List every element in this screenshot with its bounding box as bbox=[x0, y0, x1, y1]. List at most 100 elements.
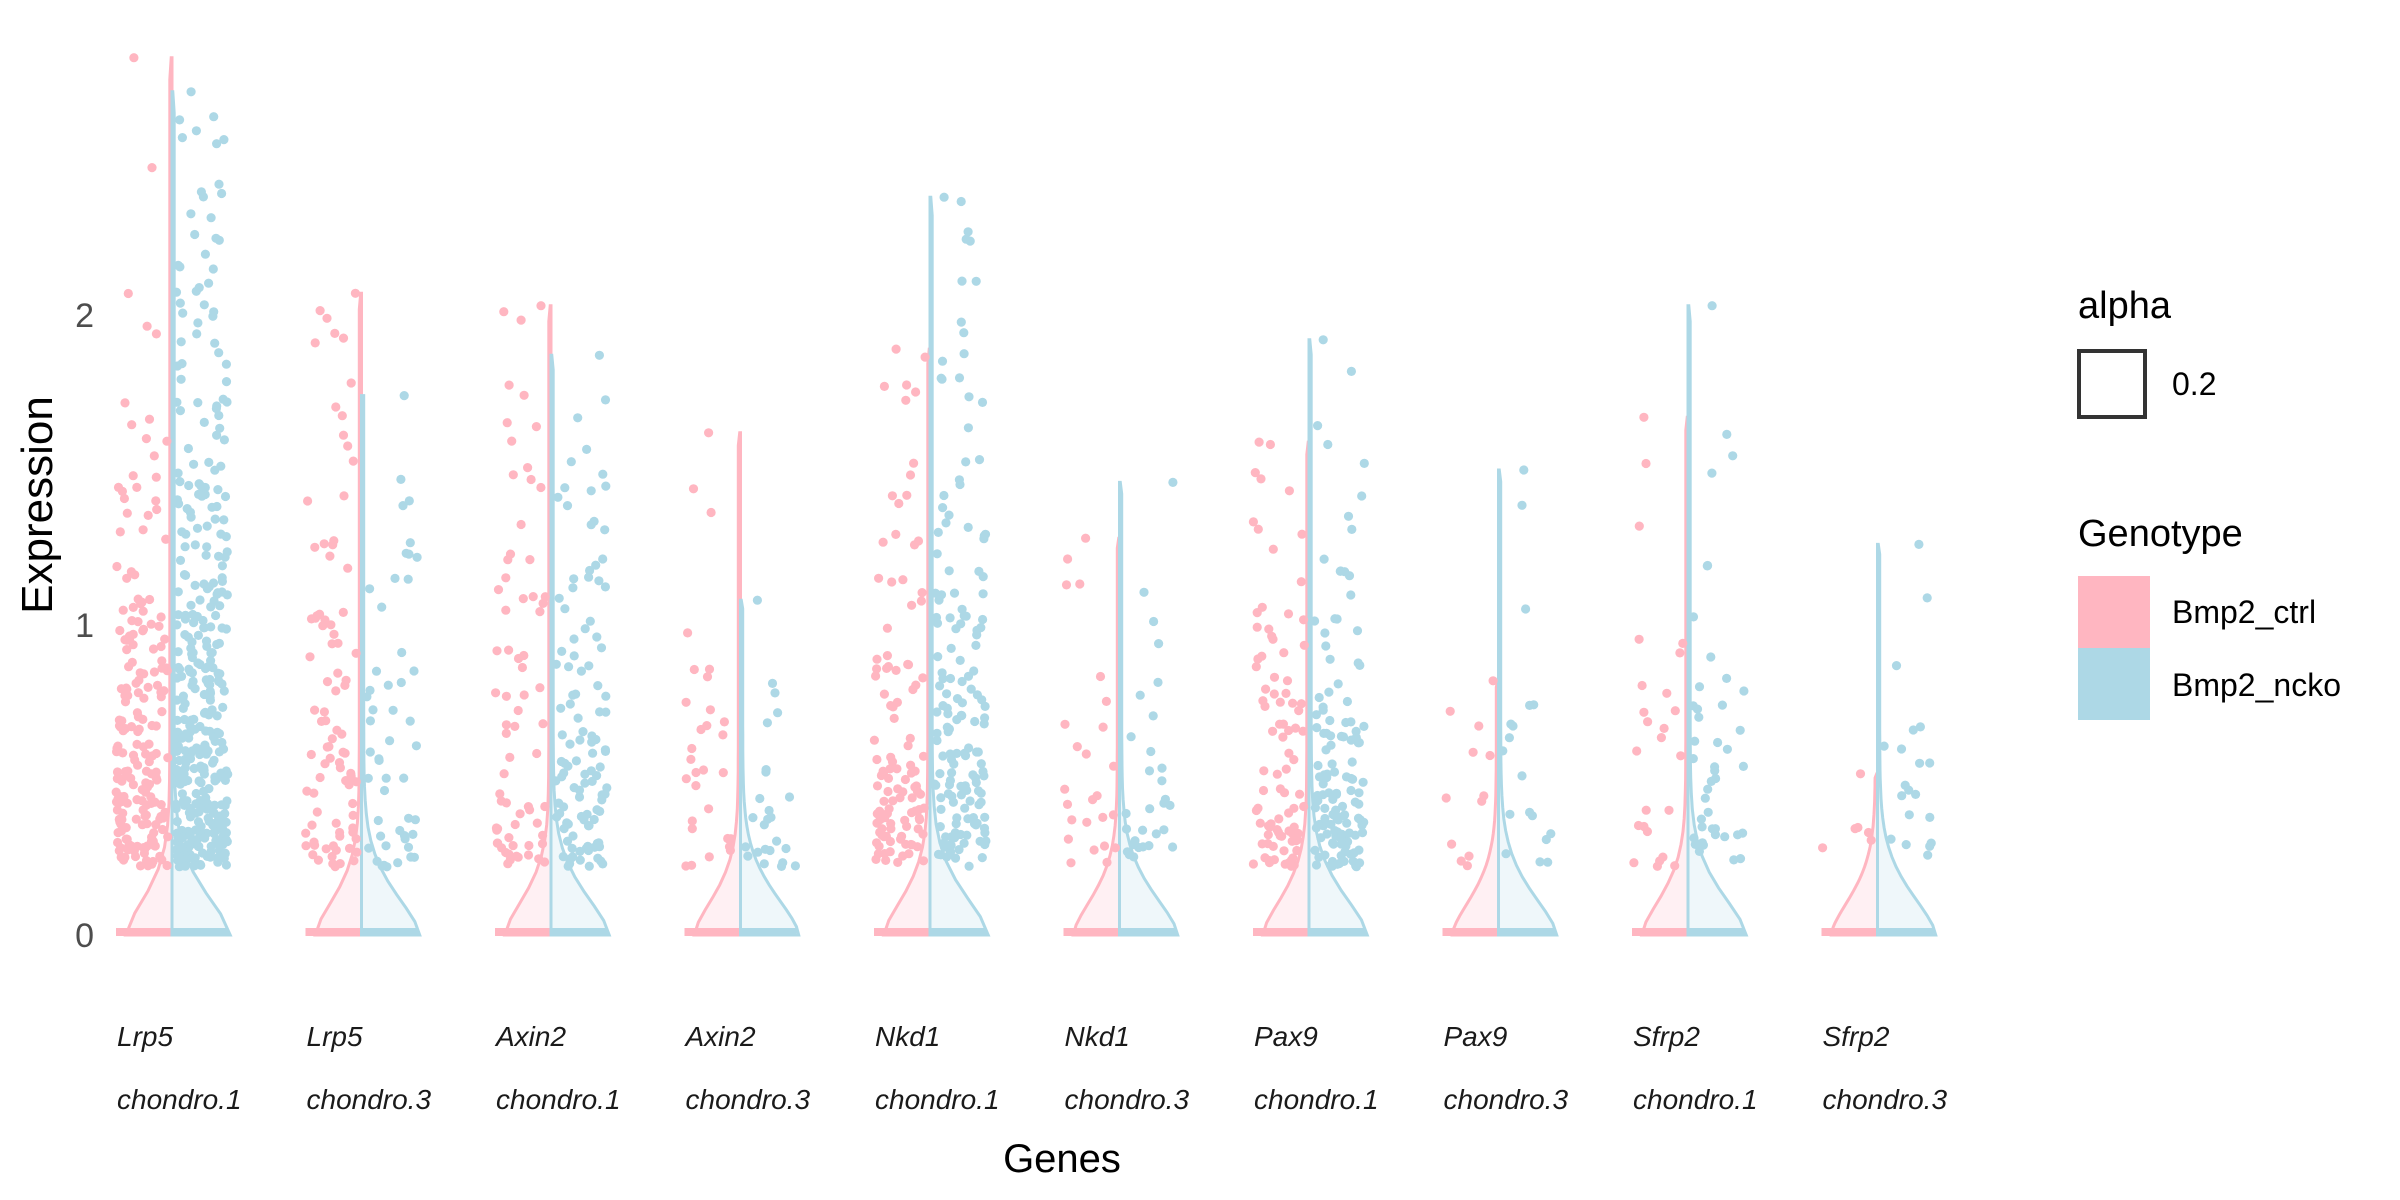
data-point bbox=[573, 713, 583, 723]
data-point bbox=[1694, 846, 1704, 857]
data-point bbox=[905, 470, 916, 480]
data-point bbox=[365, 685, 375, 696]
data-point bbox=[154, 621, 164, 631]
data-point bbox=[516, 315, 526, 325]
data-point bbox=[147, 163, 157, 173]
data-point bbox=[1278, 732, 1288, 742]
data-point bbox=[1498, 746, 1508, 756]
data-point bbox=[186, 87, 196, 97]
data-point bbox=[112, 747, 122, 757]
data-point bbox=[403, 574, 413, 584]
data-point bbox=[1135, 690, 1145, 700]
data-point bbox=[523, 463, 533, 473]
legend-genotype-title: Genotype bbox=[2078, 513, 2243, 555]
data-point bbox=[186, 600, 196, 610]
data-point bbox=[1102, 857, 1112, 868]
data-point bbox=[1299, 801, 1309, 812]
data-point bbox=[1342, 818, 1352, 828]
legend-key-bmp2-ncko bbox=[2078, 648, 2150, 720]
data-point bbox=[704, 664, 715, 674]
data-point bbox=[519, 390, 529, 400]
data-point bbox=[564, 662, 574, 672]
data-point bbox=[328, 540, 338, 550]
data-point bbox=[891, 529, 901, 540]
data-point bbox=[491, 688, 501, 698]
data-point bbox=[173, 647, 183, 657]
data-point bbox=[348, 823, 358, 833]
data-point bbox=[175, 406, 185, 416]
data-point bbox=[902, 490, 912, 500]
data-point bbox=[872, 809, 882, 819]
data-point bbox=[1099, 841, 1110, 851]
data-point bbox=[954, 845, 964, 855]
data-point bbox=[202, 521, 212, 531]
data-point bbox=[536, 301, 546, 311]
data-point bbox=[681, 697, 691, 707]
data-point bbox=[960, 803, 970, 813]
data-point bbox=[208, 311, 218, 321]
data-point bbox=[211, 610, 221, 621]
data-point bbox=[1702, 561, 1712, 571]
data-point bbox=[301, 841, 311, 851]
data-point bbox=[600, 525, 610, 535]
data-point bbox=[399, 391, 409, 401]
data-point bbox=[574, 792, 585, 802]
data-point bbox=[129, 53, 139, 63]
data-point bbox=[878, 537, 888, 547]
data-point bbox=[869, 735, 880, 745]
data-point bbox=[1264, 624, 1274, 634]
x-tick-cluster: chondro.3 bbox=[1065, 1084, 1190, 1115]
data-point bbox=[594, 576, 604, 586]
x-tick-cluster: chondro.3 bbox=[686, 1084, 811, 1115]
data-point bbox=[554, 798, 564, 808]
data-point bbox=[551, 776, 561, 786]
x-tick-gene: Lrp5 bbox=[117, 1021, 173, 1052]
data-point bbox=[1296, 577, 1306, 587]
data-point bbox=[575, 846, 585, 857]
data-point bbox=[909, 458, 919, 468]
data-point bbox=[377, 602, 387, 612]
x-tick-gene: Sfrp2 bbox=[1823, 1021, 1890, 1052]
data-point bbox=[559, 768, 569, 778]
data-point bbox=[395, 825, 405, 836]
data-point bbox=[902, 821, 912, 832]
data-point bbox=[205, 852, 215, 862]
data-point bbox=[328, 841, 338, 851]
zero-band bbox=[1821, 928, 1878, 936]
data-point bbox=[1818, 843, 1828, 853]
data-point bbox=[173, 851, 183, 861]
data-point bbox=[163, 832, 173, 842]
data-point bbox=[965, 796, 975, 806]
data-point bbox=[1277, 831, 1287, 841]
data-point bbox=[190, 724, 200, 734]
data-point bbox=[1330, 614, 1340, 624]
data-point bbox=[1062, 799, 1073, 810]
data-point bbox=[575, 735, 585, 745]
data-point bbox=[331, 818, 341, 828]
data-point bbox=[122, 508, 132, 518]
data-point bbox=[409, 666, 419, 676]
data-point bbox=[565, 739, 575, 749]
data-point bbox=[174, 755, 184, 766]
data-point bbox=[1258, 785, 1269, 796]
data-point bbox=[149, 451, 159, 461]
zero-band bbox=[1063, 928, 1120, 936]
data-point bbox=[903, 741, 913, 751]
data-point bbox=[887, 577, 897, 587]
data-point bbox=[327, 734, 337, 744]
data-point bbox=[741, 842, 751, 852]
data-point bbox=[385, 736, 395, 746]
data-point bbox=[761, 765, 771, 775]
violin-bmp2-ncko bbox=[549, 353, 612, 937]
data-point bbox=[504, 645, 514, 655]
data-point bbox=[405, 716, 415, 726]
data-point bbox=[145, 594, 155, 605]
data-point bbox=[956, 317, 966, 327]
zero-band bbox=[1253, 928, 1309, 936]
data-point bbox=[160, 634, 170, 644]
data-point bbox=[215, 423, 225, 433]
data-point bbox=[1641, 805, 1651, 815]
violin-group bbox=[1818, 539, 1938, 937]
data-point bbox=[161, 663, 171, 673]
data-point bbox=[1346, 785, 1356, 796]
